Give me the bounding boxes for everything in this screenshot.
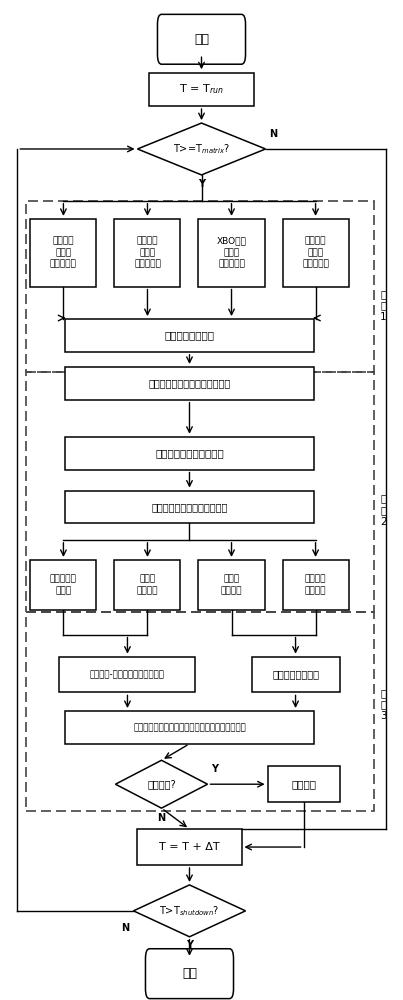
- Text: 压力控制
子系统
信号簇采样: 压力控制 子系统 信号簇采样: [50, 237, 77, 269]
- Text: T = T$_{run}$: T = T$_{run}$: [179, 82, 224, 96]
- FancyBboxPatch shape: [114, 219, 181, 287]
- Text: 似然比
谱统计量: 似然比 谱统计量: [221, 575, 242, 595]
- FancyBboxPatch shape: [150, 73, 253, 106]
- FancyBboxPatch shape: [283, 560, 349, 610]
- Text: 随机样本协方差矩阵计算: 随机样本协方差矩阵计算: [155, 448, 224, 458]
- Text: 温度控制
子系统
信号簇采样: 温度控制 子系统 信号簇采样: [134, 237, 161, 269]
- Text: 结束: 结束: [182, 967, 197, 980]
- Text: 沃氏距离
谱统计量: 沃氏距离 谱统计量: [305, 575, 326, 595]
- Text: Y: Y: [186, 940, 193, 950]
- Text: 平均谱半径
统计量: 平均谱半径 统计量: [50, 575, 77, 595]
- FancyBboxPatch shape: [251, 657, 340, 692]
- Text: 步
骤
3: 步 骤 3: [380, 688, 387, 721]
- Text: 步
骤
2: 步 骤 2: [380, 493, 387, 527]
- Text: 协方差矩阵特征值谱分布计算: 协方差矩阵特征值谱分布计算: [151, 502, 228, 512]
- Text: XBO交互
子系统
信号簇采样: XBO交互 子系统 信号簇采样: [216, 237, 247, 269]
- Text: 电压监测
子系统
信号簇采样: 电压监测 子系统 信号簇采样: [302, 237, 329, 269]
- Text: N: N: [270, 129, 278, 139]
- FancyBboxPatch shape: [283, 219, 349, 287]
- Text: T>=T$_{matrix}$?: T>=T$_{matrix}$?: [173, 142, 230, 156]
- Polygon shape: [115, 760, 208, 808]
- Text: N: N: [158, 813, 166, 823]
- Text: 阈值越限?: 阈值越限?: [147, 779, 176, 789]
- FancyBboxPatch shape: [114, 560, 181, 610]
- Text: 系统预警: 系统预警: [291, 779, 316, 789]
- FancyBboxPatch shape: [65, 491, 314, 523]
- Text: 开始: 开始: [194, 33, 209, 46]
- FancyBboxPatch shape: [268, 766, 340, 802]
- FancyBboxPatch shape: [158, 14, 245, 64]
- Text: 系统运行状态关联随机矩阵生成: 系统运行状态关联随机矩阵生成: [148, 378, 231, 388]
- FancyBboxPatch shape: [59, 657, 195, 692]
- Text: 步
骤
1: 步 骤 1: [380, 289, 387, 322]
- Text: 信息熵
谱统计量: 信息熵 谱统计量: [137, 575, 158, 595]
- FancyBboxPatch shape: [30, 219, 96, 287]
- Text: N: N: [121, 923, 129, 933]
- Text: 运行特征信号变换: 运行特征信号变换: [164, 330, 214, 340]
- Text: Y: Y: [212, 764, 218, 774]
- FancyBboxPatch shape: [137, 829, 241, 865]
- Text: T>T$_{shutdown}$?: T>T$_{shutdown}$?: [159, 904, 220, 918]
- Text: T = T + ΔT: T = T + ΔT: [159, 842, 220, 852]
- FancyBboxPatch shape: [65, 367, 314, 400]
- FancyBboxPatch shape: [65, 319, 314, 352]
- Text: 圆环定理阈值计算: 圆环定理阈值计算: [272, 670, 319, 680]
- Polygon shape: [133, 885, 245, 937]
- FancyBboxPatch shape: [65, 711, 314, 744]
- Text: 马尔琴科-帕斯图尔定理阈值计算: 马尔琴科-帕斯图尔定理阈值计算: [90, 670, 165, 679]
- FancyBboxPatch shape: [199, 560, 264, 610]
- Polygon shape: [137, 123, 266, 175]
- FancyBboxPatch shape: [145, 949, 233, 999]
- FancyBboxPatch shape: [30, 560, 96, 610]
- FancyBboxPatch shape: [199, 219, 264, 287]
- FancyBboxPatch shape: [65, 437, 314, 470]
- Text: Y: Y: [198, 179, 205, 189]
- Text: 基于统计阈值判定的燃料电池系统特征谱分布评估: 基于统计阈值判定的燃料电池系统特征谱分布评估: [133, 723, 246, 732]
